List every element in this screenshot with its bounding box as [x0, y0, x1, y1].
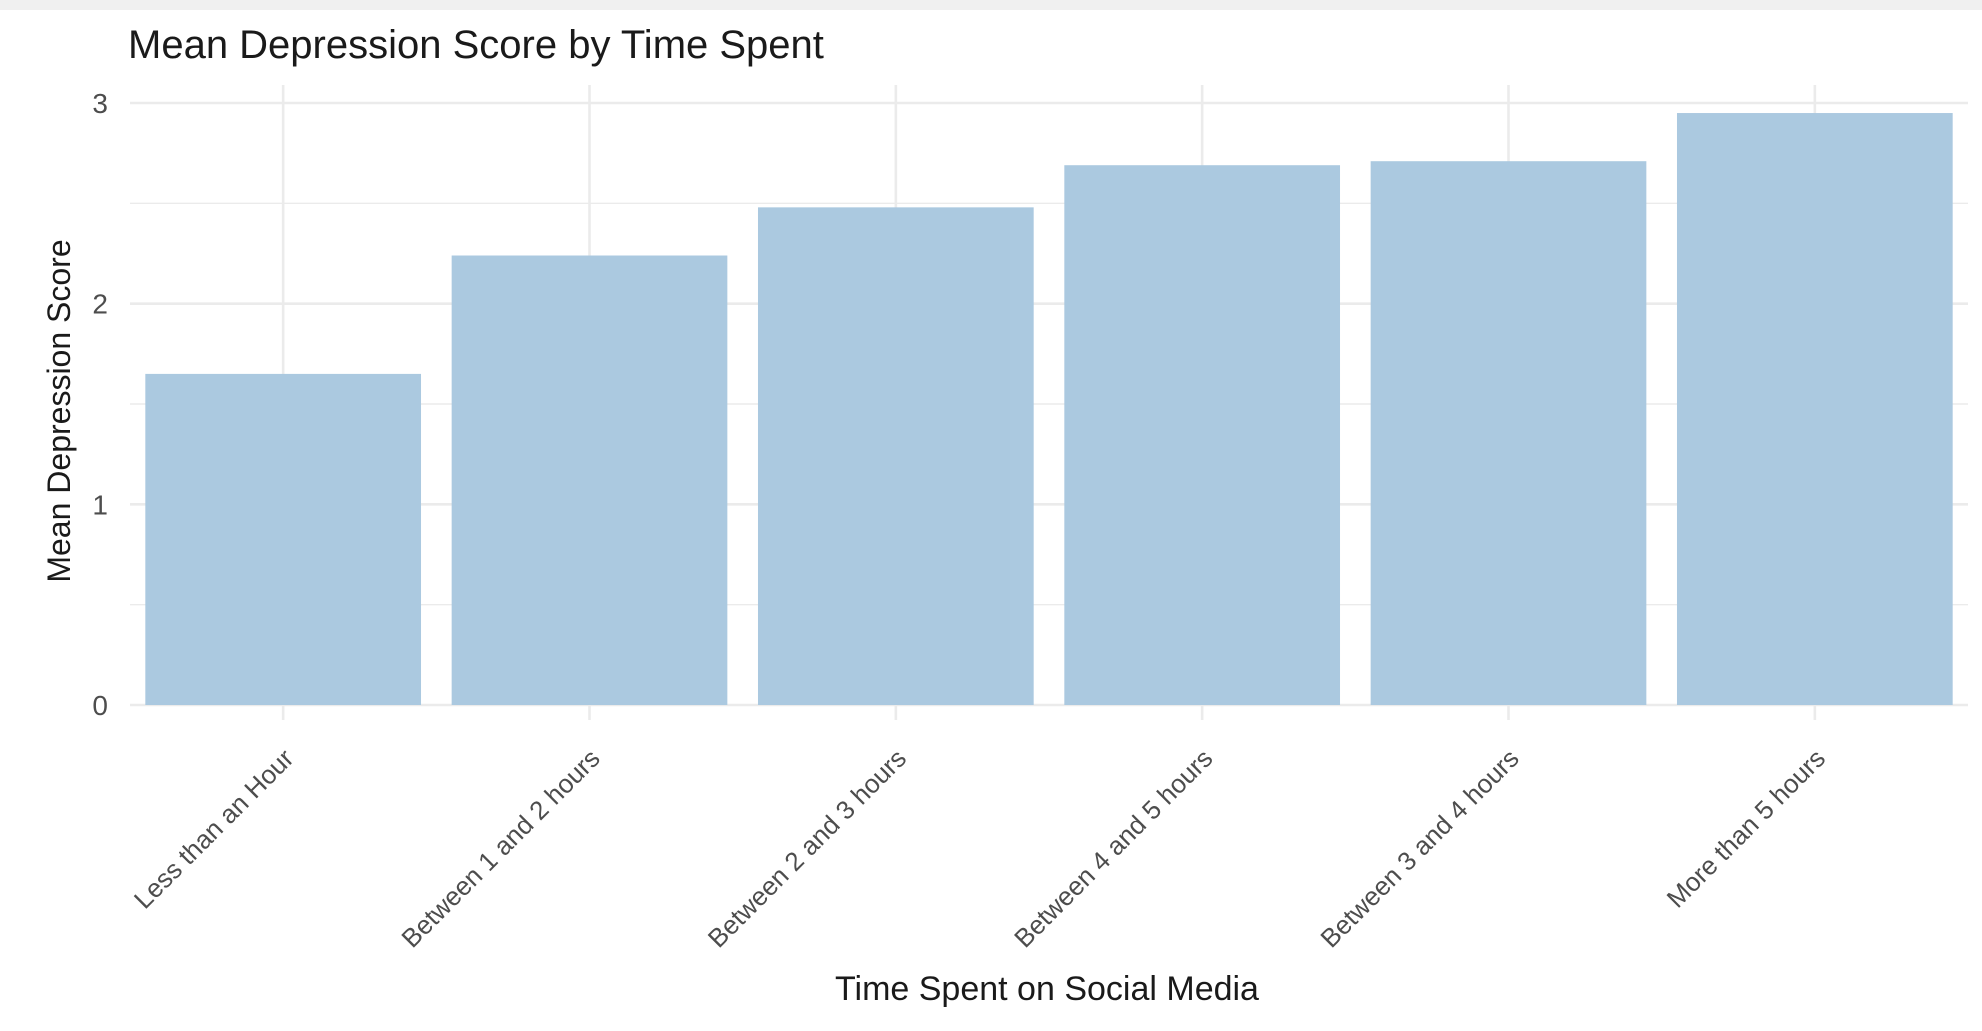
y-tick-label: 2 — [92, 289, 108, 320]
y-axis-label: Mean Depression Score — [41, 239, 77, 582]
x-axis-label: Time Spent on Social Media — [835, 970, 1259, 1008]
x-tick-label: More than 5 hours — [1661, 743, 1831, 913]
y-tick-label: 3 — [92, 88, 108, 119]
x-tick-label: Between 1 and 2 hours — [395, 743, 605, 953]
bar — [1370, 161, 1647, 705]
bars-layer — [145, 113, 1953, 706]
top-strip — [0, 0, 1982, 10]
x-tick-label: Between 4 and 5 hours — [1008, 743, 1218, 953]
x-tick-label: Between 2 and 3 hours — [702, 743, 912, 953]
x-tick-labels: Less than an Hour Between 1 and 2 hours Be… — [128, 743, 1831, 954]
y-tick-labels: 0 1 2 3 — [92, 88, 108, 721]
bar — [451, 255, 728, 706]
bar — [1064, 165, 1341, 705]
chart-title: Mean Depression Score by Time Spent — [128, 23, 824, 67]
x-tick-label: Between 3 and 4 hours — [1314, 743, 1524, 953]
x-tick-label: Less than an Hour — [128, 743, 300, 915]
bar — [1676, 113, 1953, 706]
bar — [145, 373, 422, 705]
bar — [757, 207, 1034, 705]
y-tick-label: 1 — [92, 489, 108, 520]
y-tick-label: 0 — [92, 690, 108, 721]
